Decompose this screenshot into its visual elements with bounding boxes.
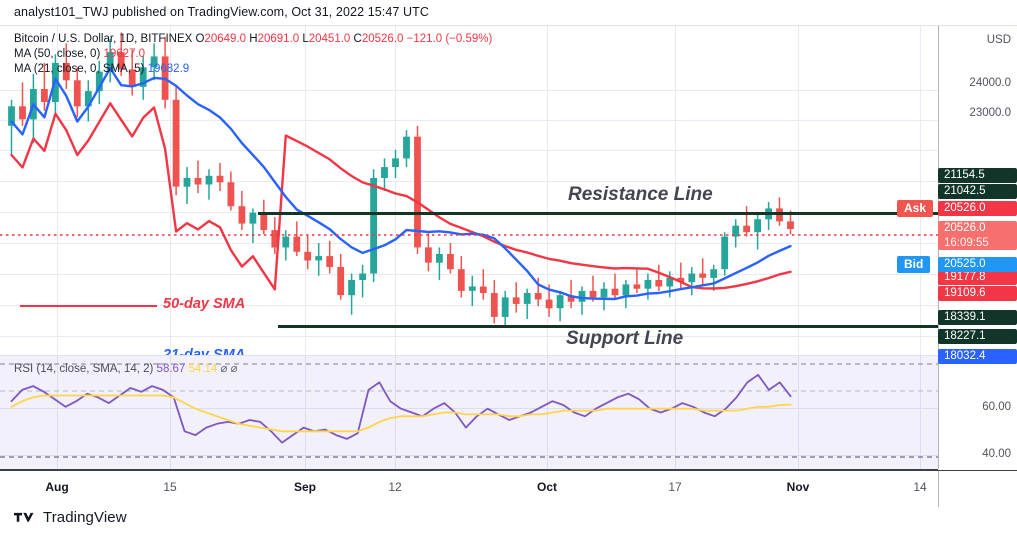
rsi-pane[interactable]: RSI (14, close, SMA, 14, 2) 58.67 54.14 …	[0, 356, 938, 469]
price-axis[interactable]: USD 24000.0 23000.0 21154.5 21042.5 19177.8 1…	[897, 26, 1017, 469]
change-value: −121.0 (−0.59%)	[406, 33, 493, 45]
ask-price-badge[interactable]: 20526.0	[938, 201, 1017, 216]
resistance-line-label[interactable]: Resistance Line	[568, 184, 713, 205]
time-axis-tick: 17	[668, 480, 682, 494]
vgridline	[675, 26, 676, 356]
legend-row-ma21: MA (21, close, 0, SMA, 5) 19682.9	[14, 62, 492, 77]
close-key: C	[353, 33, 362, 45]
vgridline	[305, 356, 306, 469]
time-axis-tick: Aug	[45, 480, 69, 494]
resistance-line[interactable]	[258, 212, 938, 215]
vgridline	[395, 356, 396, 469]
symbol-label[interactable]: Bitcoin / U.S. Dollar, 1D, BITFINEX	[14, 33, 193, 45]
sma50-legend-swatch	[20, 305, 157, 307]
vgridline	[920, 356, 921, 469]
ma21-value: 19682.9	[147, 63, 190, 75]
vgridline	[798, 356, 799, 469]
vgridline	[547, 26, 548, 356]
rsi-label[interactable]: RSI (14, close, SMA, 14, 2)	[14, 363, 154, 375]
ask-label[interactable]: Ask	[897, 200, 934, 217]
open-key: O	[195, 33, 205, 45]
price-axis-tick: 24000.0	[969, 77, 1011, 89]
hgridline	[0, 120, 938, 121]
legend-row-ohlc: Bitcoin / U.S. Dollar, 1D, BITFINEX O206…	[14, 32, 492, 47]
support-line[interactable]	[278, 325, 938, 328]
vgridline	[675, 356, 676, 469]
live-quote-price: 20526.0	[944, 222, 986, 234]
vgridline	[57, 26, 58, 356]
price-axis-tick: 23000.0	[969, 107, 1011, 119]
rsi-pane-bottom-border	[0, 469, 938, 470]
tradingview-footer: TradingView	[14, 509, 127, 526]
open-value: 20649.0	[204, 33, 247, 45]
currency-label: USD	[986, 34, 1011, 46]
vgridline	[395, 26, 396, 356]
rsi-null-2: ⌀	[230, 363, 238, 375]
vgridline	[798, 26, 799, 356]
ma50-label[interactable]: MA (50, close, 0)	[14, 48, 101, 60]
chart-frame: Bitcoin / U.S. Dollar, 1D, BITFINEX O206…	[0, 25, 1017, 507]
price-axis-badge[interactable]: 21154.5	[938, 168, 1017, 183]
time-axis-tick: 14	[913, 480, 927, 494]
price-pane[interactable]: Bitcoin / U.S. Dollar, 1D, BITFINEX O206…	[0, 26, 938, 356]
live-quote-badge[interactable]: 20526.0 16:09:55	[938, 221, 1017, 250]
time-axis-tick: Nov	[786, 480, 810, 494]
price-axis-badge[interactable]: 18227.1	[938, 329, 1017, 344]
rsi-legend: RSI (14, close, SMA, 14, 2) 58.67 54.14 …	[14, 361, 238, 375]
hgridline	[0, 305, 938, 306]
price-axis-badge[interactable]: 18339.1	[938, 310, 1017, 325]
tradingview-logo-icon	[14, 512, 34, 522]
hgridline	[0, 336, 938, 337]
bid-price-badge[interactable]: 20525.0	[938, 257, 1017, 272]
rsi-series	[10, 373, 792, 444]
time-axis-tick: 12	[388, 480, 402, 494]
candlestick-series	[8, 32, 794, 326]
bid-label[interactable]: Bid	[897, 256, 931, 273]
price-legend: Bitcoin / U.S. Dollar, 1D, BITFINEX O206…	[14, 32, 492, 77]
time-axis[interactable]: Aug 15 Sep 12 Oct 17 Nov 14	[0, 470, 1017, 507]
low-value: 20451.0	[308, 33, 351, 45]
axis-corner-divider	[938, 471, 939, 507]
time-axis-tick: 15	[163, 480, 177, 494]
pane-separator[interactable]	[0, 355, 938, 356]
support-line-label[interactable]: Support Line	[566, 328, 684, 349]
rsi-value: 58.67	[156, 363, 186, 375]
ma21-label[interactable]: MA (21, close, 0, SMA, 5)	[14, 63, 145, 75]
rsi-null-1: ⌀	[220, 363, 228, 375]
sma21-label[interactable]: 21-day SMA	[163, 347, 246, 356]
hgridline	[0, 243, 938, 244]
rsi-axis-tick: 60.00	[982, 401, 1011, 413]
price-axis-badge[interactable]: 19177.8	[938, 270, 1017, 285]
price-axis-badge[interactable]: 21042.5	[938, 184, 1017, 199]
hgridline	[0, 90, 938, 91]
high-value: 20691.0	[257, 33, 300, 45]
rsi-axis-tick: 40.00	[982, 448, 1011, 460]
live-quote-time: 16:09:55	[944, 237, 989, 249]
legend-row-ma50: MA (50, close, 0) 19627.0	[14, 47, 492, 62]
vgridline	[305, 26, 306, 356]
vgridline	[920, 26, 921, 356]
vgridline	[170, 356, 171, 469]
last-price-line	[0, 234, 938, 236]
publisher-attribution: analyst101_TWJ published on TradingView.…	[14, 5, 430, 19]
tradingview-brand: TradingView	[43, 509, 127, 526]
price-axis-badge[interactable]: 19109.6	[938, 286, 1017, 301]
ma50-value: 19627.0	[103, 48, 146, 60]
close-value: 20526.0	[361, 33, 404, 45]
low-key: L	[302, 33, 309, 45]
high-key: H	[249, 33, 258, 45]
hgridline	[0, 274, 938, 275]
hgridline	[0, 150, 938, 151]
sma50-label[interactable]: 50-day SMA	[163, 296, 246, 312]
hgridline	[0, 408, 938, 409]
time-axis-tick: Oct	[536, 480, 558, 494]
hgridline	[0, 181, 938, 182]
vgridline	[57, 356, 58, 469]
hgridline	[0, 455, 938, 456]
rsi-sma-value: 54.14	[188, 363, 218, 375]
price-axis-badge[interactable]: 18032.4	[938, 349, 1017, 364]
rsi-bands	[0, 363, 938, 458]
time-axis-tick: Sep	[293, 480, 317, 494]
